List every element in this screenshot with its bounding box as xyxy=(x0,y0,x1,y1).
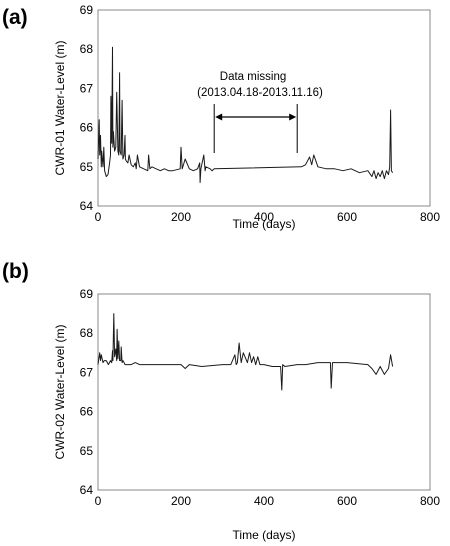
x-tick-label: 800 xyxy=(420,210,440,224)
arrowhead-right xyxy=(289,113,297,121)
data-missing-annotation: Data missing (2013.04.18-2013.11.16) xyxy=(197,71,323,153)
plot-area-b xyxy=(97,293,431,491)
y-tick-label: 65 xyxy=(80,444,94,458)
y-tick-label: 66 xyxy=(80,405,94,419)
arrowhead-left xyxy=(215,113,223,121)
y-tick-label: 65 xyxy=(80,160,94,174)
y-tick-label: 68 xyxy=(80,42,94,56)
x-tick-label: 800 xyxy=(420,494,440,508)
x-tick-label: 0 xyxy=(95,494,102,508)
y-tick-label: 64 xyxy=(80,199,94,213)
x-tick-label: 600 xyxy=(337,494,357,508)
panel-a: (a) 64 65 66 67 68 69 0 200 400 600 800 Time (day… xyxy=(2,3,440,231)
water-level-line-cwr-02 xyxy=(97,313,394,391)
y-axis-title-b: CWR-02 Water-Level (m) xyxy=(53,325,67,460)
y-tick-label: 69 xyxy=(80,287,94,301)
x-tick-label: 400 xyxy=(254,210,274,224)
y-tick-label: 64 xyxy=(80,483,94,497)
y-tick-label: 67 xyxy=(80,365,94,379)
x-tick-label: 200 xyxy=(171,494,191,508)
x-tick-label: 400 xyxy=(254,494,274,508)
y-tick-label: 66 xyxy=(80,121,94,135)
plot-area-a xyxy=(97,9,431,207)
annotation-line-2: (2013.04.18-2013.11.16) xyxy=(197,87,323,99)
panel-b: (b) 64 65 66 67 68 69 0 200 400 600 800 Time (day… xyxy=(2,260,440,542)
x-axis-title-a: Time (days) xyxy=(233,217,296,231)
y-tick-label: 67 xyxy=(80,81,94,95)
water-level-line-cwr-01 xyxy=(97,46,394,183)
y-axis-ticks-a: 64 65 66 67 68 69 xyxy=(80,3,94,213)
x-tick-label: 600 xyxy=(337,210,357,224)
panel-b-label: (b) xyxy=(2,260,29,283)
panel-a-label: (a) xyxy=(2,6,28,29)
y-axis-ticks-b: 64 65 66 67 68 69 xyxy=(80,287,94,497)
x-axis-ticks-a: 0 200 400 600 800 xyxy=(95,210,441,224)
y-tick-label: 69 xyxy=(80,3,94,17)
y-axis-title-a: CWR-01 Water-Level (m) xyxy=(53,41,67,176)
annotation-line-1: Data missing xyxy=(220,71,286,83)
x-tick-label: 200 xyxy=(171,210,191,224)
x-axis-ticks-b: 0 200 400 600 800 xyxy=(95,494,441,508)
x-axis-title-b: Time (days) xyxy=(233,528,296,542)
x-tick-label: 0 xyxy=(95,210,102,224)
y-tick-label: 68 xyxy=(80,326,94,340)
